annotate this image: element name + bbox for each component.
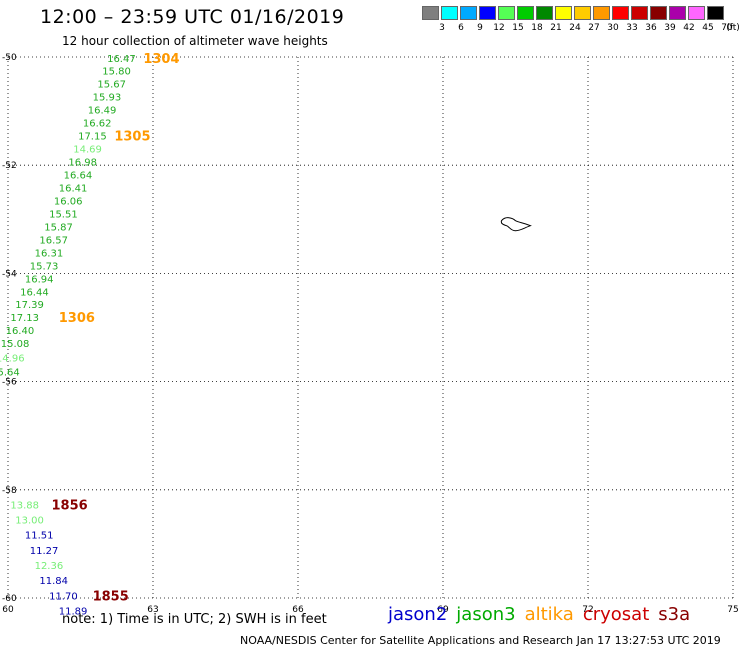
pass-time-label: 1305 (114, 129, 150, 144)
pass-time-label: 1855 (93, 589, 129, 604)
island-outline (500, 217, 532, 232)
swh-value-label: 16.40 (6, 326, 35, 337)
legend-swatch (441, 6, 458, 20)
lon-tick-label: 72 (582, 605, 593, 615)
legend-label: 39 (664, 23, 676, 33)
legend-swatch (555, 6, 572, 20)
swh-value-label: 16.94 (25, 274, 54, 285)
legend-label: 12 (493, 23, 505, 33)
legend-swatch (460, 6, 477, 20)
lon-tick-label: 63 (147, 605, 158, 615)
swh-value-label: 16.44 (20, 287, 49, 298)
mission-label: s3a (658, 604, 691, 625)
lon-tick-label: 75 (727, 605, 738, 615)
legend-label: 21 (550, 23, 562, 33)
legend-swatch (650, 6, 667, 20)
legend-swatch (669, 6, 686, 20)
swh-value-label: 17.39 (15, 300, 44, 311)
legend-swatch (517, 6, 534, 20)
swh-value-label: 11.70 (49, 591, 78, 602)
legend-swatch (498, 6, 515, 20)
lat-tick-label: -58 (2, 486, 17, 496)
legend-swatch (479, 6, 496, 20)
footer-note: note: 1) Time is in UTC; 2) SWH is in fe… (62, 612, 327, 627)
swh-value-label: 11.84 (39, 576, 68, 587)
legend-label: 18 (531, 23, 543, 33)
swh-value-label: 11.51 (25, 531, 54, 542)
swh-value-label: 16.62 (83, 118, 112, 129)
footer-credit: NOAA/NESDIS Center for Satellite Applica… (240, 634, 721, 647)
swh-value-label: 15.87 (44, 222, 73, 233)
legend-label: 45 (702, 23, 714, 33)
mission-label: jason3 (456, 604, 516, 625)
lat-tick-label: -54 (2, 269, 17, 279)
legend-swatch (422, 6, 439, 20)
swh-value-label: 15.80 (102, 67, 131, 78)
swh-value-label: 15.67 (97, 80, 126, 91)
pass-time-label: 1856 (52, 498, 88, 513)
swh-value-label: 16.47 (107, 54, 136, 65)
mission-legend: jason2 jason3 altika cryosat s3a (388, 604, 699, 625)
swh-value-label: 16.06 (54, 196, 83, 207)
legend-swatch (574, 6, 591, 20)
pass-time-label: 1304 (143, 52, 179, 67)
swh-value-label: 16.49 (88, 105, 117, 116)
pass-time-label: 1306 (59, 311, 95, 326)
swh-value-label: 16.64 (64, 170, 93, 181)
swh-value-label: 15.08 (1, 339, 30, 350)
swh-value-label: 16.57 (39, 235, 68, 246)
lon-tick-label: 69 (437, 605, 449, 615)
legend-label: 33 (626, 23, 638, 33)
legend-swatch (707, 6, 724, 20)
legend-label: 30 (607, 23, 619, 33)
legend-label: 42 (683, 23, 695, 33)
swh-value-label: 15.64 (0, 367, 20, 378)
legend-unit: (ft) (726, 23, 740, 33)
legend-swatch (536, 6, 553, 20)
lat-tick-label: -60 (2, 594, 17, 604)
mission-label: altika (524, 604, 574, 625)
legend-label: 24 (569, 23, 581, 33)
lon-tick-label: 60 (2, 605, 14, 615)
mission-label: jason2 (388, 604, 448, 625)
swh-value-label: 11.27 (30, 546, 59, 557)
swh-value-label: 15.51 (49, 209, 78, 220)
map-grid: 60 63 66 69 72 75 -50 -52 -54 -56 -58 -60 (2, 53, 739, 615)
time-labels: 1304 1305 1306 1856 1855 (52, 52, 180, 604)
swh-value-label: 14.96 (0, 353, 25, 364)
swh-value-label: 17.13 (10, 313, 39, 324)
swh-value-label: 12.36 (35, 561, 64, 572)
map-subtitle: 12 hour collection of altimeter wave hei… (62, 34, 328, 48)
legend-label: 6 (458, 23, 464, 33)
swh-value-label: 17.15 (78, 131, 107, 142)
swh-value-label: 16.41 (59, 183, 88, 194)
swh-value-label: 16.98 (68, 157, 97, 168)
swh-value-label: 15.93 (93, 92, 122, 103)
legend-label: 3 (439, 23, 445, 33)
lat-tick-label: -56 (2, 378, 17, 388)
swh-value-label: 13.00 (15, 516, 44, 527)
legend-swatch (688, 6, 705, 20)
legend-label: 70 (721, 23, 733, 33)
legend-swatch (612, 6, 629, 20)
lat-tick-label: -52 (2, 161, 17, 171)
lon-tick-label: 66 (292, 605, 304, 615)
swh-value-label: 15.73 (30, 261, 59, 272)
island-coastline (500, 217, 532, 232)
swh-value-label: 14.69 (73, 144, 102, 155)
map-title: 12:00 – 23:59 UTC 01/16/2019 (40, 6, 345, 28)
legend-swatch (631, 6, 648, 20)
swh-value-label: 16.31 (35, 248, 64, 259)
legend-label: 27 (588, 23, 600, 33)
swh-value-label: 11.89 (59, 606, 88, 617)
lat-tick-label: -50 (2, 53, 17, 63)
swh-value-label: 13.88 (10, 500, 39, 511)
mission-label: cryosat (582, 604, 650, 625)
legend-label: 15 (512, 23, 524, 33)
legend-swatch (593, 6, 610, 20)
legend-label: 36 (645, 23, 657, 33)
legend-label: 9 (477, 23, 483, 33)
